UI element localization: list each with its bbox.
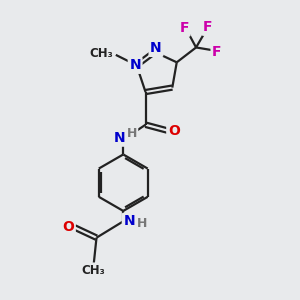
Text: N: N [123, 214, 135, 228]
Text: H: H [136, 217, 147, 230]
Text: N: N [129, 58, 141, 72]
Text: N: N [114, 131, 125, 145]
Text: CH₃: CH₃ [89, 47, 113, 60]
Text: F: F [203, 20, 213, 34]
Text: O: O [62, 220, 74, 234]
Text: F: F [179, 21, 189, 35]
Text: H: H [126, 127, 137, 140]
Text: F: F [212, 45, 222, 59]
Text: N: N [150, 41, 162, 56]
Text: O: O [168, 124, 180, 138]
Text: CH₃: CH₃ [82, 264, 105, 277]
